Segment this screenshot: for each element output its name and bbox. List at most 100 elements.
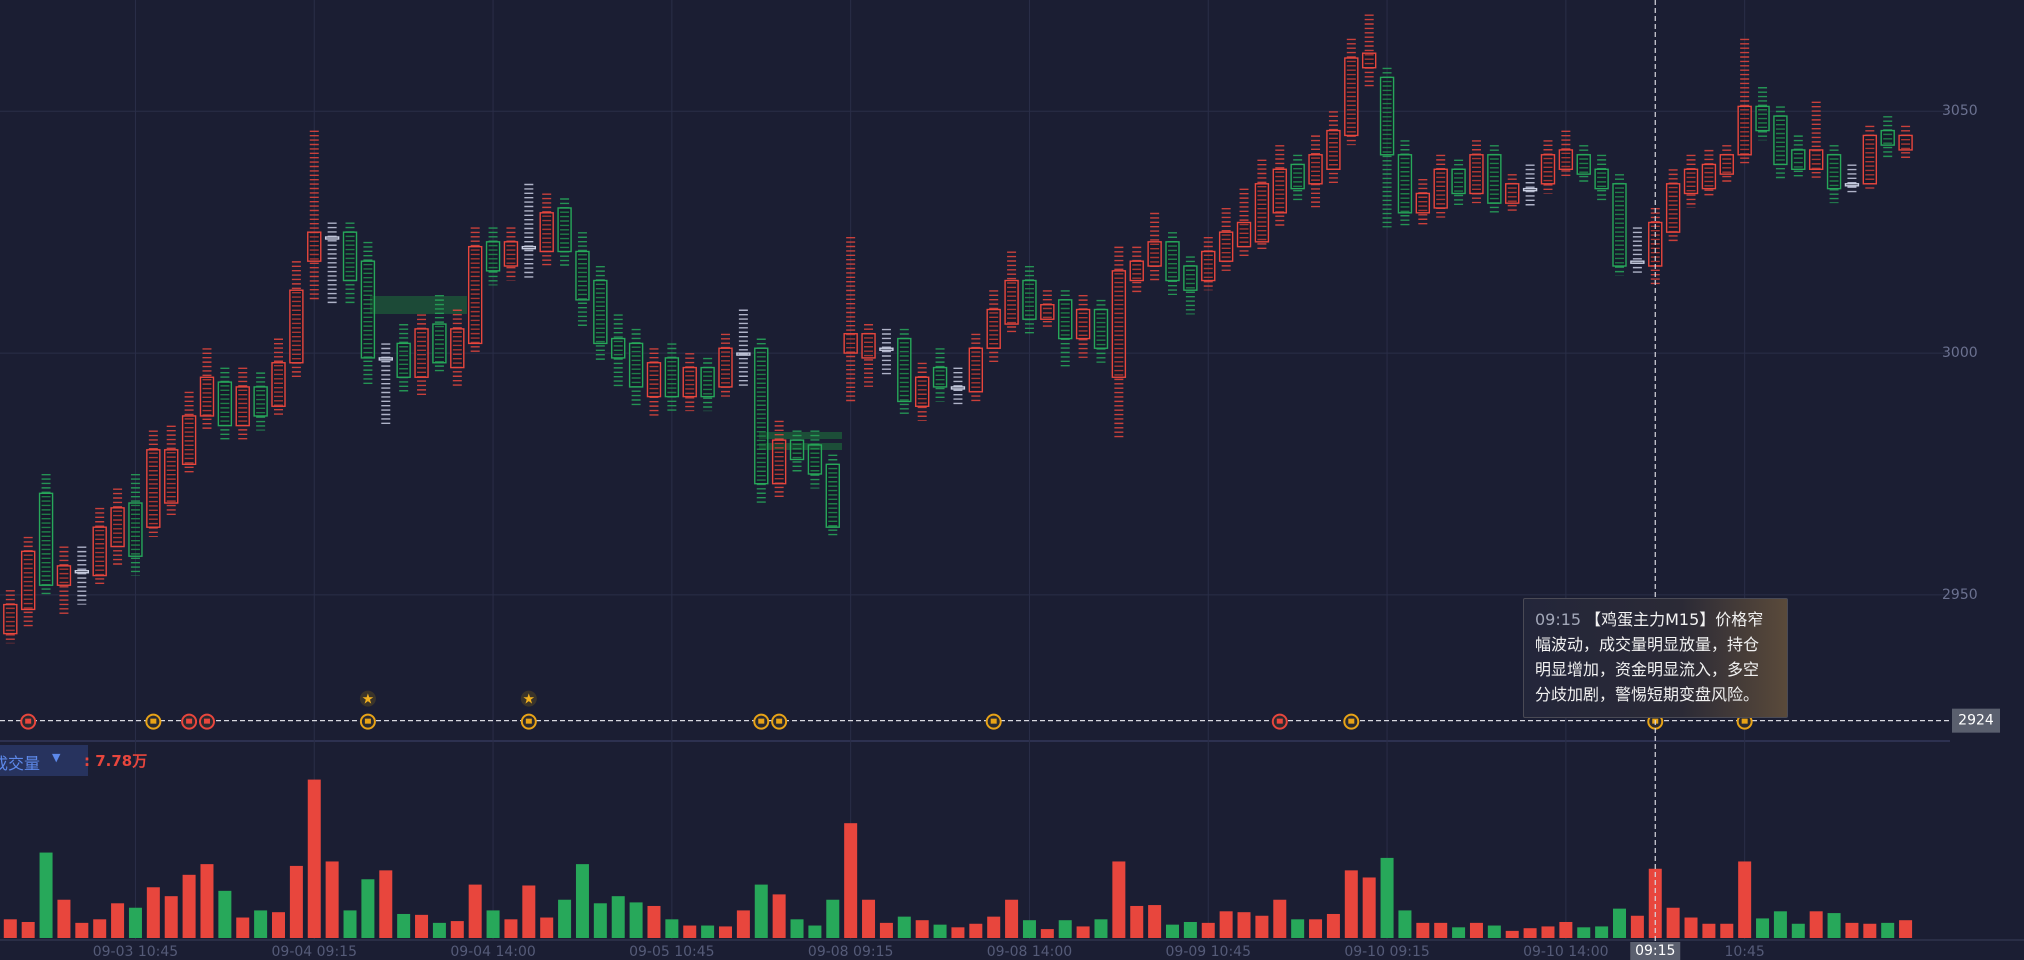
candle-body [1326,129,1341,170]
volume-bar [933,924,947,938]
candle-body [1594,168,1609,190]
volume-bar [1434,922,1448,938]
event-icon [364,718,371,724]
candle-body [110,507,125,548]
volume-bar [593,903,607,938]
candle-body [1379,76,1395,156]
candle-body [253,386,268,417]
volume-bar [1863,923,1877,938]
volume-bar [647,905,661,938]
volume-bar [468,884,482,938]
volume-bar [1040,929,1054,938]
candle-body [897,337,912,403]
candle-body [74,570,90,574]
crosshair-label-box [1630,942,1681,960]
x-tick-label: 09-03 10:45 [93,944,178,960]
candle-body [825,463,840,528]
volume-bar [790,919,804,938]
candle-body [1540,154,1556,185]
candle-body [521,245,537,250]
volume-bar [182,874,196,938]
volume-bar [75,922,89,938]
candle-body [1433,168,1448,209]
volume-bar [1577,927,1591,938]
candle-body [1040,304,1055,320]
candle-body [1522,187,1538,192]
candle-body [56,565,72,586]
volume-bar [754,884,768,938]
candle-body [664,357,680,398]
volume-bar [1791,923,1805,938]
price-line-label-box [1952,708,2000,733]
volume-bar [575,864,589,938]
volume-bar [1166,924,1179,938]
event-icon [1741,718,1748,724]
candle-body [307,231,322,262]
volume-bar [951,927,965,938]
y-tick-label: 2950 [1942,587,1978,603]
volume-bar [897,916,911,938]
volume-bar [826,899,840,938]
candle-body [1022,279,1037,320]
x-tick-label: 09-04 14:00 [450,944,535,960]
volume-bar [200,864,214,938]
y-tick-label: 3050 [1942,103,1978,119]
volume-bar [522,885,536,938]
candle-body [1058,299,1073,340]
volume-bar [1094,919,1108,938]
volume-bar [1005,899,1019,938]
candle-body [879,347,894,351]
candle-body [1808,149,1824,170]
volume-bar [1684,917,1698,938]
volume-bar [111,903,125,938]
volume-bar [1148,905,1162,938]
volume-bar [57,899,71,938]
candle-body [1218,231,1234,262]
candle-body [396,342,411,378]
volume-bar [93,919,107,938]
candle-body [1469,154,1484,195]
volume-selector[interactable]: 成交量 ▼ [0,745,88,776]
x-tick-label: 09-04 09:15 [272,944,357,960]
candle-body [1236,221,1252,248]
candle-body [360,260,376,359]
volume-bar [1505,930,1519,938]
candle-body [485,241,501,272]
candle-body [1111,270,1127,378]
volume-bar [361,879,375,938]
volume-bar [1326,913,1340,938]
volume-bar [164,896,178,938]
candle-body [700,366,715,398]
candle-body [1862,134,1878,185]
volume-bar [1237,912,1251,938]
candle-body [1505,183,1520,204]
candle-body [199,376,215,417]
event-icon [150,718,157,724]
volume-bar [862,899,876,938]
volume-bar [504,919,518,938]
candle-body [503,241,519,267]
volume-bar [415,914,429,938]
volume-bar [1595,926,1609,938]
event-icon [186,718,193,724]
volume-bar [772,894,786,938]
candle-body [1254,183,1270,243]
volume-bar [1559,921,1573,938]
candle-body [342,231,358,282]
candle-body [1844,183,1860,187]
volume-bar [736,910,750,938]
volume-bar [540,917,554,938]
tooltip: 09:15 【鸡蛋主力M15】价格窄幅波动，成交量明显放量，持仓明显增加，资金明显… [1523,598,1788,718]
candle-body [1701,163,1717,190]
volume-bar [969,923,983,938]
candle-body [1755,105,1770,132]
tooltip-text: 【鸡蛋主力M15】价格窄幅波动，成交量明显放量，持仓明显增加，资金明显流入，多空… [1535,610,1764,704]
volume-bar [218,890,232,938]
candle-body [1880,129,1895,146]
volume-bar [486,910,500,938]
candle-body [1201,250,1216,282]
candle-body [1272,168,1287,214]
volume-bar [1219,911,1233,938]
volume-readout: : 7.78万 [84,752,148,770]
